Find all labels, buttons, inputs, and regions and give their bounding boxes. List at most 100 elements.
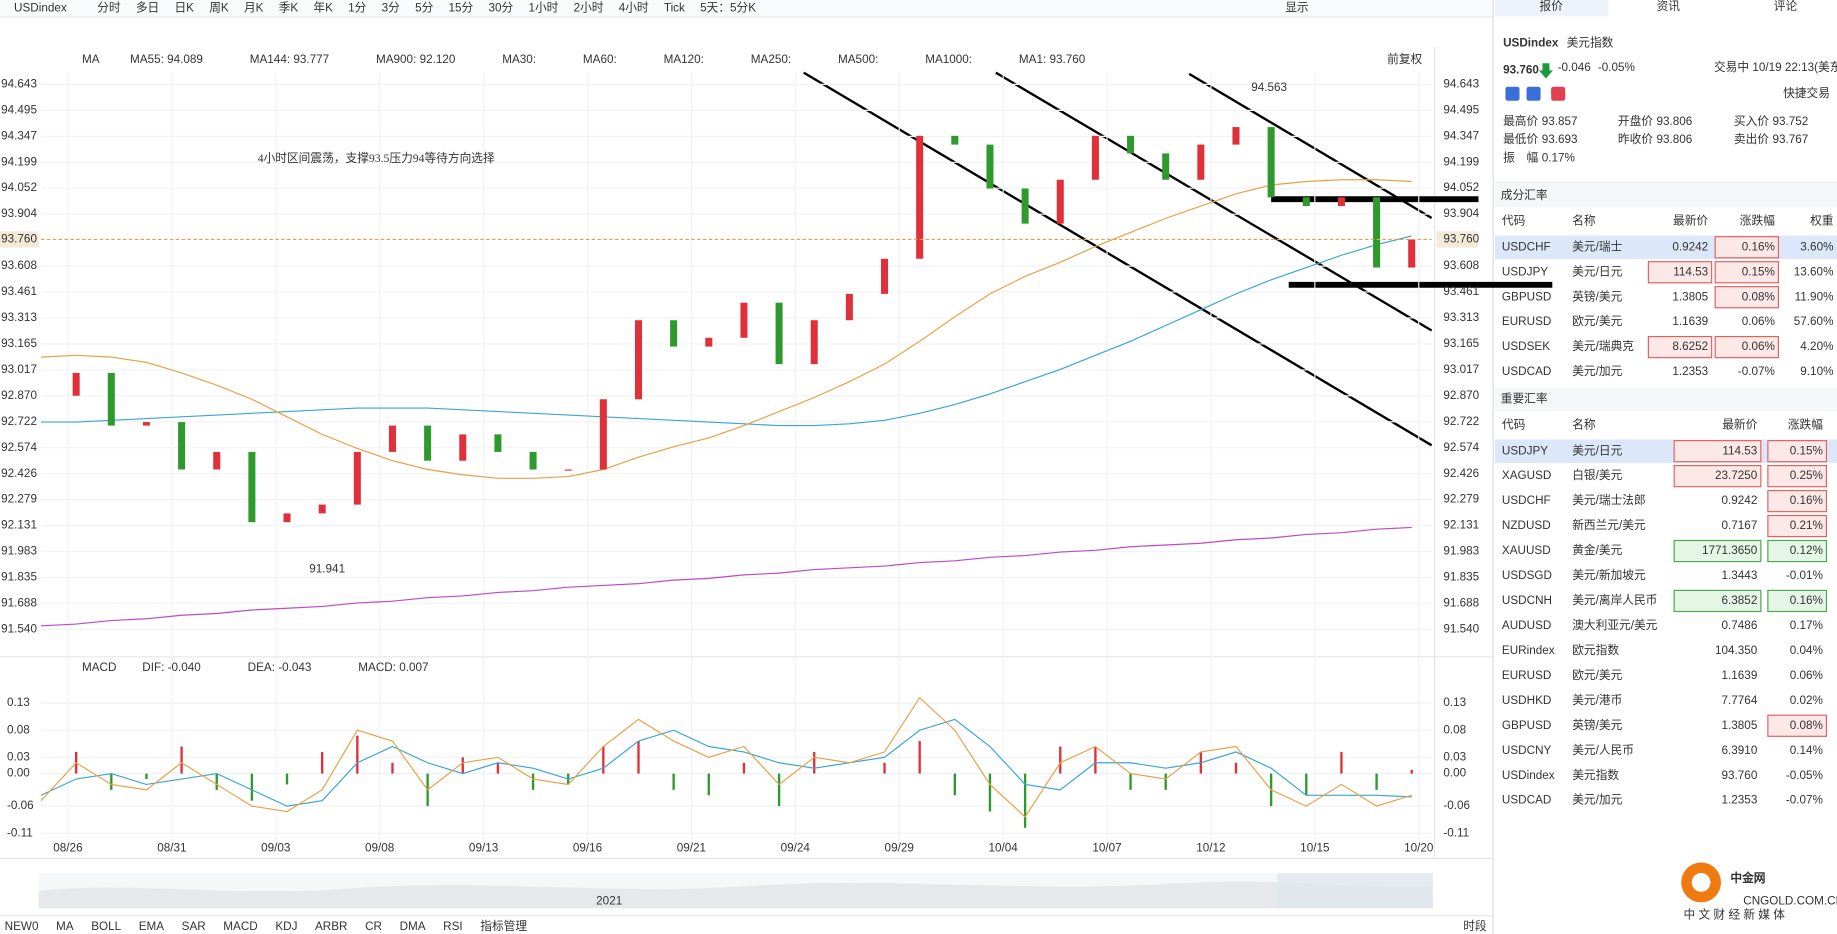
sidebar-tab[interactable]: 评论 [1774,0,1798,13]
period-tab[interactable]: 15分 [449,1,474,14]
period-tab[interactable]: 分时 [97,1,121,14]
y-tick-label: 92.279 [1443,493,1479,506]
indicator-manage[interactable]: 指标管理 [480,919,527,933]
indicator-tab[interactable]: CR [365,920,382,933]
candle [1091,135,1099,180]
period-tab[interactable]: Tick [664,1,685,14]
code-cell[interactable]: USDHKD [1502,694,1551,707]
candle [459,434,467,461]
table-header: 最新价 [1673,214,1708,228]
code-cell[interactable]: EURUSD [1502,315,1551,328]
quote-icon[interactable] [1551,86,1566,101]
candle [178,422,186,470]
code-cell[interactable]: USDJPY [1502,444,1548,457]
section-bg [1494,183,1837,208]
table-header: 涨跌幅 [1788,417,1823,431]
indicator-tab[interactable]: KDJ [275,920,297,933]
y-tick-label: 94.347 [1443,129,1479,142]
code-cell[interactable]: USDCAD [1502,365,1551,378]
indicator-tab[interactable]: DMA [400,920,426,933]
code-cell[interactable]: USDSGD [1502,569,1552,582]
period-tab[interactable]: 5分 [415,1,434,14]
code-cell[interactable]: XAUUSD [1502,544,1551,557]
code-cell[interactable]: USDCNH [1502,594,1552,607]
period-tab[interactable]: 1分 [348,1,367,14]
candle [1267,127,1275,198]
period-tab[interactable]: 多日 [136,0,159,14]
indicator-tab[interactable]: EMA [139,920,165,933]
change-cell: 0.04% [1790,644,1823,657]
period-tab[interactable]: 2小时 [574,1,604,14]
period-tab[interactable]: 3分 [382,1,401,14]
ma-legend: MA [82,53,100,66]
stat-value: 0.17% [1542,151,1575,164]
y-tick-label-left: 94.052 [1,181,37,194]
y-tick-label: 0.03 [1443,750,1466,763]
period-tab[interactable]: 季K [279,1,299,14]
code-cell[interactable]: USDCHF [1502,494,1551,507]
period-tab[interactable]: 5天：5分K [700,1,756,14]
change-cell: -0.05% [1786,769,1823,782]
code-cell[interactable]: USDCHF [1502,240,1551,253]
x-tick-label: 09/16 [573,842,602,855]
code-cell[interactable]: NZDUSD [1502,519,1551,532]
navigator-window[interactable] [1276,873,1433,909]
name-cell: 白银/美元 [1572,468,1622,482]
y-tick-label-left: -0.06 [7,799,34,812]
trend-line[interactable] [1188,72,1433,219]
period-tab[interactable]: 月K [244,1,264,14]
x-tick-label: 09/24 [781,842,811,855]
sidebar-tab[interactable]: 报价 [1539,0,1563,13]
quick-trade[interactable]: 快捷交易 [1783,86,1830,100]
code-cell[interactable]: USDSEK [1502,340,1550,353]
code-cell[interactable]: USDindex [1502,769,1555,782]
period-tab[interactable]: 1小时 [528,1,558,14]
quote-icon[interactable] [1526,86,1541,101]
quote-icon[interactable] [1505,86,1520,101]
name-cell: 英镑/美元 [1572,289,1622,303]
session-toggle[interactable]: 时段 [1463,919,1487,933]
y-tick-label-left: 0.08 [7,723,30,736]
ma-legend: MA1: 93.760 [1019,53,1086,66]
symbol[interactable]: USDindex [14,1,67,14]
name-cell: 新西兰元/美元 [1572,518,1646,532]
indicator-tab[interactable]: MA [56,920,74,933]
code-cell[interactable]: XAGUSD [1502,469,1551,482]
change-cell: 0.06% [1790,669,1823,682]
code-cell[interactable]: USDCAD [1502,794,1551,807]
trend-line[interactable] [803,71,1433,447]
cell-box [1767,489,1828,513]
period-tab[interactable]: 30分 [488,1,513,14]
code-cell[interactable]: USDCNY [1502,744,1552,757]
period-tab[interactable]: 4小时 [619,1,649,14]
code-cell[interactable]: EURindex [1502,644,1555,657]
indicator-tab[interactable]: BOLL [91,920,121,933]
cell-box [1767,514,1828,538]
stat-label: 开盘价 [1618,114,1653,128]
ma-legend: MA55: 94.089 [130,53,203,66]
code-cell[interactable]: EURUSD [1502,669,1551,682]
display-menu[interactable]: 显示 [1285,1,1308,14]
indicator-tab[interactable]: MACD [223,920,257,933]
restore-toggle[interactable]: 前复权 [1387,52,1422,66]
candle [845,293,853,321]
sidebar-tab[interactable]: 资讯 [1657,0,1681,13]
period-tab[interactable]: 年K [313,0,333,14]
name-cell: 美元/港币 [1572,693,1622,707]
name-cell: 美元/日元 [1572,443,1622,457]
indicator-tab[interactable]: NEW0 [5,920,39,933]
code-cell[interactable]: AUDUSD [1502,619,1551,632]
indicator-tab[interactable]: RSI [443,920,463,933]
period-tab[interactable]: 日K [174,1,194,14]
code-cell[interactable]: GBPUSD [1502,290,1551,303]
x-tick-label: 10/04 [988,842,1018,855]
code-cell[interactable]: USDJPY [1502,265,1548,278]
change-cell: 0.06% [1742,315,1775,328]
code-cell[interactable]: GBPUSD [1502,719,1551,732]
indicator-tab[interactable]: SAR [182,920,206,933]
period-tab[interactable]: 周K [209,1,229,14]
indicator-tab[interactable]: ARBR [315,920,348,933]
candle [1408,239,1416,268]
y-tick-label: 92.574 [1443,441,1479,454]
